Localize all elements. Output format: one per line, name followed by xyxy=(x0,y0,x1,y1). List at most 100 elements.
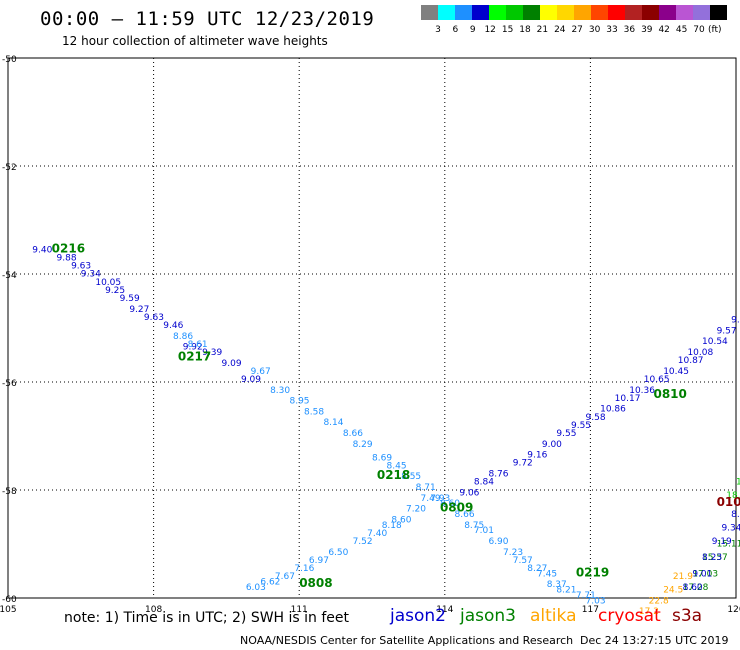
wave-height-value: 9.88 xyxy=(57,254,77,264)
wave-height-value: 6.90 xyxy=(488,537,508,547)
legend-swatch xyxy=(489,5,506,20)
legend-swatch xyxy=(642,5,659,20)
wave-height-value: 9.59 xyxy=(120,294,140,304)
satellite-name: altika xyxy=(530,606,577,626)
wave-height-value: 9.06 xyxy=(459,488,479,498)
wave-height-value: 10.87 xyxy=(678,356,704,366)
wave-height-value: 6.50 xyxy=(328,548,348,558)
wave-height-value: 24.5 xyxy=(663,586,683,596)
y-tick-label: -56 xyxy=(2,379,17,389)
y-tick-label: -54 xyxy=(2,271,17,281)
legend-swatch xyxy=(659,5,676,20)
wave-height-value: 9.57 xyxy=(717,326,737,336)
legend-swatch xyxy=(523,5,540,20)
wave-height-value: 10.54 xyxy=(702,337,728,347)
wave-height-value: 9.55 xyxy=(571,421,591,431)
x-tick-label: 111 xyxy=(291,605,308,615)
time-label: 0218 xyxy=(377,468,410,482)
wave-height-value: 17.03 xyxy=(692,569,718,579)
wave-height-value: 7.49 xyxy=(421,494,441,504)
time-label: 0809 xyxy=(440,501,473,515)
wave-height-value: 7.71 xyxy=(576,591,596,601)
legend-label: 30 xyxy=(588,25,601,35)
wave-height-value: 6.03 xyxy=(246,583,266,593)
wave-height-value: 9.34 xyxy=(721,524,740,534)
wave-height-value: 8.30 xyxy=(270,386,290,396)
wave-height-value: 9.72 xyxy=(513,459,533,469)
wave-height-value: 9.01 xyxy=(692,569,712,579)
wave-height-value: 8.75 xyxy=(464,521,484,531)
wave-height-value: 9.63 xyxy=(144,313,164,323)
wave-height-value: 8.76 xyxy=(488,470,508,480)
legend-label: 24 xyxy=(554,25,566,35)
legend-swatch xyxy=(693,5,710,20)
legend-swatch xyxy=(710,5,727,20)
wave-height-value: 17.2 xyxy=(639,607,659,617)
wave-height-value: 9.92 xyxy=(183,343,203,353)
wave-height-value: 9.27 xyxy=(129,305,149,315)
wave-height-value: 8.21 xyxy=(556,586,576,596)
wave-height-value: 9.48 xyxy=(731,316,740,326)
wave-height-value: 8.66 xyxy=(343,429,363,439)
wave-height-value: 9.25 xyxy=(105,286,125,296)
wave-height-value: 9.63 xyxy=(71,262,91,272)
wave-height-value: 8.86 xyxy=(173,332,193,342)
wave-height-value: 8.37 xyxy=(547,580,567,590)
legend-label: 3 xyxy=(435,25,441,35)
legend-label: 27 xyxy=(571,25,583,35)
wave-height-value: 7.45 xyxy=(537,569,557,579)
legend-swatch xyxy=(591,5,608,20)
wave-height-value: 9.46 xyxy=(163,321,183,331)
legend-label: 45 xyxy=(675,25,688,35)
wave-height-value: 9.34 xyxy=(81,270,101,280)
wave-height-value: 10.65 xyxy=(644,375,670,385)
wave-height-value: 8.95 xyxy=(289,397,309,407)
wave-height-value: 8.71 xyxy=(416,483,436,493)
wave-height-value: 7.23 xyxy=(503,548,523,558)
wave-height-value: 8.69 xyxy=(372,453,392,463)
credit-text: NOAA/NESDIS Center for Satellite Applica… xyxy=(240,634,574,647)
wave-height-value: 9.55 xyxy=(556,429,576,439)
time-label: 0217 xyxy=(178,349,211,363)
wave-height-value: 9.58 xyxy=(586,413,606,423)
y-tick-label: -52 xyxy=(2,163,17,173)
wave-height-value: 9.40 xyxy=(32,245,52,255)
wave-height-value: 7.40 xyxy=(367,529,387,539)
wave-height-value: 10.17 xyxy=(615,394,641,404)
wave-height-value: 15.11 xyxy=(717,540,740,550)
note-text: note: 1) Time is in UTC; 2) SWH is in fe… xyxy=(64,610,350,626)
legend-label: 70 xyxy=(693,25,705,35)
wave-height-value: 8.29 xyxy=(353,440,373,450)
wave-height-value: 7.03 xyxy=(586,596,606,606)
legend-swatch xyxy=(574,5,591,20)
x-tick-label: 114 xyxy=(436,605,453,615)
wave-height-value: 8.61 xyxy=(188,340,208,350)
plot-frame xyxy=(7,57,737,599)
wave-height-value: 7.16 xyxy=(294,564,314,574)
legend-swatch xyxy=(472,5,489,20)
satellite-name: s3a xyxy=(672,606,703,626)
wave-height-value: 15.57 xyxy=(702,553,728,563)
wave-height-value: 8.60 xyxy=(391,515,411,525)
legend-label: 39 xyxy=(641,25,653,35)
wave-height-value: 8.14 xyxy=(323,418,343,428)
wave-height-value: 17.28 xyxy=(683,583,709,593)
x-tick-label: 105 xyxy=(0,605,17,615)
legend-swatch xyxy=(421,5,438,20)
time-label: 010 xyxy=(717,495,740,509)
legend-label: 18 xyxy=(519,25,531,35)
legend-swatch xyxy=(608,5,625,20)
legend-swatch xyxy=(676,5,693,20)
legend-swatch xyxy=(557,5,574,20)
wave-height-value: 6.97 xyxy=(309,556,329,566)
legend-swatch xyxy=(438,5,455,20)
wave-height-value: 8.18 xyxy=(382,521,402,531)
x-tick-label: 120 xyxy=(727,605,740,615)
wave-height-value: 9.00 xyxy=(542,440,562,450)
legend-swatch xyxy=(625,5,642,20)
wave-height-value: 8.90 xyxy=(731,510,740,520)
wave-height-value: 8.55 xyxy=(401,472,421,482)
wave-height-value: 8.66 xyxy=(455,510,475,520)
satellite-name: jason3 xyxy=(460,606,516,626)
